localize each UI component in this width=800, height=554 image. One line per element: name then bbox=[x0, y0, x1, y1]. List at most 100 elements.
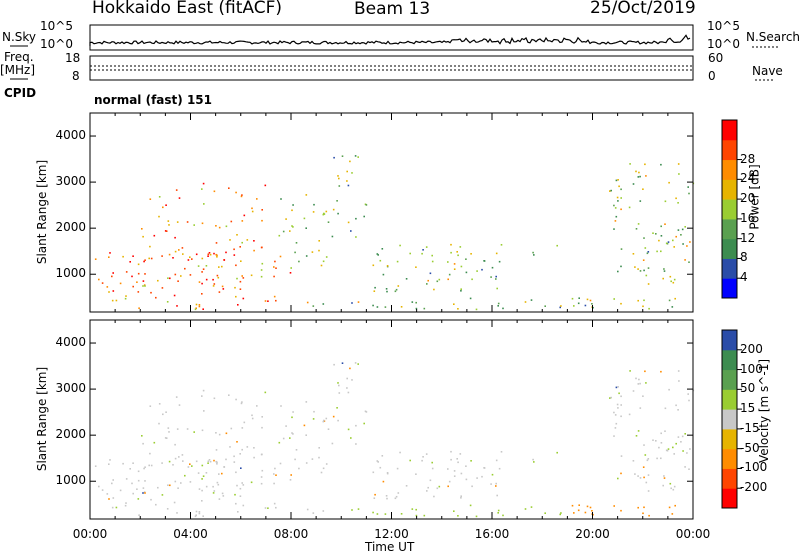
range-cell bbox=[497, 302, 500, 305]
range-cell bbox=[632, 460, 635, 462]
range-cell bbox=[198, 305, 201, 308]
range-cell bbox=[350, 230, 352, 232]
range-cell bbox=[411, 508, 414, 510]
range-cell bbox=[426, 283, 428, 285]
range-cell bbox=[241, 220, 244, 222]
velocity-colorbar-tick-label: 50 bbox=[740, 381, 756, 396]
range-cell bbox=[647, 474, 650, 476]
range-cell bbox=[273, 275, 275, 278]
range-cell bbox=[347, 391, 350, 394]
range-cell bbox=[149, 452, 151, 455]
range-cell bbox=[325, 256, 328, 258]
power-colorbar-swatch bbox=[722, 218, 737, 240]
velocity-colorbar-tick-label: 15 bbox=[740, 401, 756, 416]
range-cell bbox=[394, 290, 397, 293]
range-cell bbox=[218, 226, 221, 229]
range-cell bbox=[285, 425, 287, 427]
range-cell bbox=[101, 282, 104, 284]
range-cell bbox=[400, 306, 403, 308]
range-cell bbox=[421, 252, 423, 255]
range-cell bbox=[175, 396, 178, 398]
range-cell bbox=[274, 260, 276, 263]
range-cell bbox=[680, 234, 682, 236]
range-cell bbox=[372, 511, 374, 514]
range-cell bbox=[620, 265, 622, 268]
range-cell bbox=[241, 427, 244, 429]
range-cell bbox=[448, 273, 451, 276]
range-cell bbox=[346, 170, 348, 173]
range-cell bbox=[236, 484, 238, 487]
range-cell bbox=[295, 449, 298, 451]
range-cell bbox=[617, 477, 619, 480]
range-cell bbox=[203, 203, 205, 205]
range-cell bbox=[673, 246, 675, 248]
power-colorbar-tick-label: 12 bbox=[740, 230, 756, 245]
range-cell bbox=[672, 446, 674, 449]
range-cell bbox=[237, 304, 239, 306]
range-cell bbox=[448, 480, 451, 483]
range-cell bbox=[382, 480, 385, 483]
y-tick-label: 1000 bbox=[55, 473, 86, 488]
range-cell bbox=[230, 220, 233, 223]
range-cell bbox=[469, 297, 472, 300]
range-cell bbox=[381, 248, 384, 250]
power-colorbar-tick-label: 24 bbox=[740, 171, 756, 186]
range-cell bbox=[169, 277, 171, 280]
velocity-panel-frame bbox=[89, 319, 694, 520]
range-cell bbox=[643, 269, 645, 272]
x-tick-label: 00:00 bbox=[675, 527, 711, 541]
range-cell bbox=[376, 513, 379, 515]
nsky-panel bbox=[89, 24, 694, 51]
range-cell bbox=[239, 487, 242, 490]
range-cell bbox=[355, 217, 357, 220]
range-cell bbox=[157, 486, 159, 489]
range-cell bbox=[242, 504, 245, 507]
range-cell bbox=[218, 291, 221, 293]
range-cell bbox=[201, 188, 203, 190]
range-cell bbox=[357, 363, 359, 365]
range-cell bbox=[338, 392, 341, 394]
range-cell bbox=[239, 280, 242, 283]
range-cell bbox=[620, 302, 622, 305]
range-cell bbox=[217, 276, 220, 279]
range-cell bbox=[637, 475, 639, 477]
range-cell bbox=[223, 466, 226, 468]
range-cell bbox=[614, 207, 617, 209]
range-cell bbox=[172, 464, 174, 466]
range-cell bbox=[285, 218, 287, 220]
range-cell bbox=[176, 428, 179, 430]
range-cell bbox=[108, 463, 110, 465]
range-cell bbox=[533, 254, 535, 256]
range-cell bbox=[346, 377, 348, 380]
range-cell bbox=[376, 306, 379, 308]
range-cell bbox=[660, 163, 662, 166]
velocity-ylabel: Slant Range [km] bbox=[35, 366, 50, 472]
range-cell bbox=[174, 443, 176, 446]
freq-panel bbox=[89, 55, 694, 81]
range-cell bbox=[215, 242, 218, 244]
range-cell bbox=[327, 221, 330, 223]
range-cell bbox=[421, 459, 423, 462]
range-cell bbox=[639, 270, 642, 272]
range-cell bbox=[609, 397, 611, 399]
range-cell bbox=[616, 196, 619, 199]
range-cell bbox=[615, 215, 618, 218]
power-ylabel: Slant Range [km] bbox=[35, 159, 50, 265]
range-cell bbox=[351, 509, 353, 511]
range-cell bbox=[289, 479, 292, 481]
range-cell bbox=[354, 362, 357, 364]
range-cell bbox=[291, 225, 293, 227]
range-cell bbox=[355, 424, 357, 427]
range-cell bbox=[158, 422, 160, 425]
range-cell bbox=[447, 261, 449, 263]
range-cell bbox=[677, 163, 680, 165]
range-cell bbox=[620, 248, 623, 250]
range-cell bbox=[457, 461, 459, 464]
range-cell bbox=[431, 467, 434, 470]
date-label: 25/Oct/2019 bbox=[590, 0, 696, 18]
range-cell bbox=[235, 191, 237, 194]
range-cell bbox=[198, 511, 201, 513]
range-cell bbox=[137, 272, 140, 275]
range-cell bbox=[346, 180, 348, 182]
range-cell bbox=[153, 441, 156, 444]
